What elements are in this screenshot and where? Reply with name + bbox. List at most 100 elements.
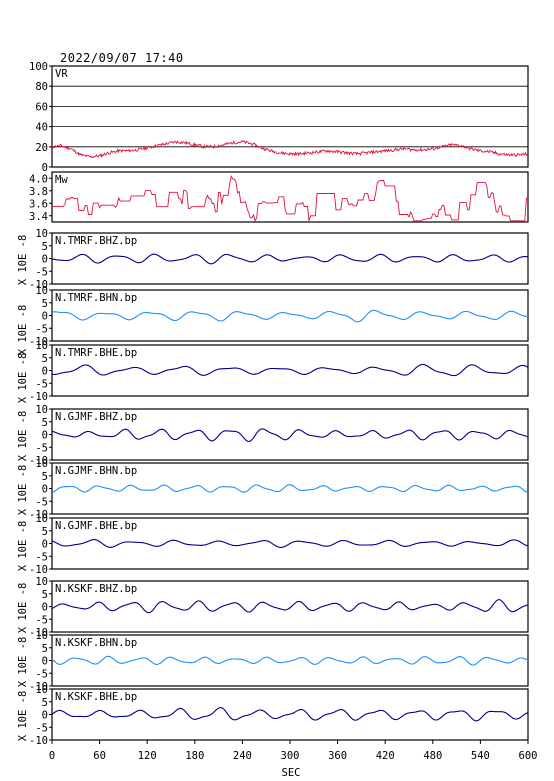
waveform-ytick-label: 5 xyxy=(42,471,48,483)
waveform-ytick-label: -10 xyxy=(29,455,48,467)
waveform-ytick-label: 10 xyxy=(35,285,48,297)
x-tick-label: 480 xyxy=(423,750,442,762)
waveform-ytick-label: 5 xyxy=(42,643,48,655)
waveform-ytick-label: -10 xyxy=(29,509,48,521)
x-tick-label: 540 xyxy=(471,750,490,762)
x-tick-label: 120 xyxy=(138,750,157,762)
waveform-ytick-label: -5 xyxy=(35,614,48,626)
waveform-ytick-label: 5 xyxy=(42,697,48,709)
station-label: N.TMRF.BHZ.bp xyxy=(55,235,137,247)
station-label: N.TMRF.BHE.bp xyxy=(55,347,137,359)
waveform-ytick-label: 10 xyxy=(35,228,48,240)
waveform-ytick-label: 0 xyxy=(42,366,48,378)
waveform-ytick-label: 10 xyxy=(35,576,48,588)
waveform-ytick-label: -5 xyxy=(35,442,48,454)
mw-ytick-label: 3.8 xyxy=(29,186,48,198)
vr-ytick-label: 20 xyxy=(35,142,48,154)
waveform-ytick-label: 0 xyxy=(42,430,48,442)
vr-frame xyxy=(51,65,529,168)
waveform-ytick-label: 5 xyxy=(42,298,48,310)
timestamp-label: 2022/09/07 17:40 xyxy=(60,51,184,65)
waveform-ytick-label: 5 xyxy=(42,241,48,253)
waveform-ytick-label: -10 xyxy=(29,735,48,747)
vr-ytick-label: 40 xyxy=(35,122,48,134)
waveform-ytick-label: 10 xyxy=(35,630,48,642)
vr-ytick-label: 100 xyxy=(29,61,48,73)
waveform-ytick-label: 0 xyxy=(42,311,48,323)
waveform-line xyxy=(51,428,529,443)
x-tick-label: 0 xyxy=(49,750,55,762)
x-tick-label: 600 xyxy=(519,750,538,762)
vr-title: VR xyxy=(55,68,68,80)
waveform-ytick-label: -5 xyxy=(35,668,48,680)
mw-ytick-label: 3.4 xyxy=(29,211,48,223)
waveform-ytick-label: -5 xyxy=(35,323,48,335)
station-label: N.TMRF.BHN.bp xyxy=(55,292,137,304)
waveform-line xyxy=(51,363,529,377)
x-tick-label: 420 xyxy=(376,750,395,762)
waveform-unit-label: X 10E -8 xyxy=(17,465,29,516)
waveform-ytick-label: 0 xyxy=(42,254,48,266)
vr-series-line xyxy=(51,139,529,159)
waveform-ytick-label: -10 xyxy=(29,681,48,693)
x-tick-label: 360 xyxy=(328,750,347,762)
mw-ytick-label: 3.6 xyxy=(29,198,48,210)
waveform-ytick-label: -10 xyxy=(29,336,48,348)
waveform-line xyxy=(51,539,529,548)
waveform-unit-label: X 10E -8 xyxy=(17,305,29,356)
waveform-line xyxy=(51,599,529,614)
waveform-unit-label: X 10E -8 xyxy=(17,235,29,286)
waveform-ytick-label: -5 xyxy=(35,722,48,734)
station-label: N.GJMF.BHN.bp xyxy=(55,465,137,477)
waveform-ytick-label: 5 xyxy=(42,526,48,538)
waveform-unit-label: X 10E -8 xyxy=(17,411,29,462)
waveform-ytick-label: -10 xyxy=(29,279,48,291)
waveform-ytick-label: -5 xyxy=(35,266,48,278)
waveform-line xyxy=(51,309,529,323)
x-axis: 0 60 120 180 240 300 360 420 480 540 600 xyxy=(49,740,538,762)
waveform-line xyxy=(51,707,529,722)
waveform-ytick-label: 10 xyxy=(35,684,48,696)
waveform-ytick-label: -10 xyxy=(29,627,48,639)
mw-frame xyxy=(51,171,529,223)
waveform-line xyxy=(51,253,529,265)
x-tick-label: 180 xyxy=(185,750,204,762)
waveform-unit-label: X 10E -8 xyxy=(17,583,29,634)
mw-series-line xyxy=(52,174,528,223)
station-label: N.KSKF.BHN.bp xyxy=(55,637,137,649)
waveform-ytick-label: -5 xyxy=(35,378,48,390)
vr-ytick-label: 60 xyxy=(35,101,48,113)
x-axis-label: SEC xyxy=(282,767,301,779)
vr-ytick-label: 0 xyxy=(42,162,48,174)
station-label: N.GJMF.BHE.bp xyxy=(55,520,137,532)
station-label: N.KSKF.BHZ.bp xyxy=(55,583,137,595)
waveform-ytick-label: -5 xyxy=(35,551,48,563)
waveform-ytick-label: 10 xyxy=(35,340,48,352)
x-tick-label: 300 xyxy=(281,750,300,762)
station-label: N.KSKF.BHE.bp xyxy=(55,691,137,703)
waveform-ytick-label: 5 xyxy=(42,589,48,601)
waveform-ytick-label: -5 xyxy=(35,496,48,508)
waveform-ytick-label: -10 xyxy=(29,391,48,403)
waveform-ytick-label: 0 xyxy=(42,710,48,722)
waveform-line xyxy=(51,655,529,666)
waveform-ytick-label: 0 xyxy=(42,602,48,614)
waveform-ytick-label: 10 xyxy=(35,404,48,416)
mw-ytick-label: 4.0 xyxy=(29,173,48,185)
waveform-line xyxy=(51,484,529,494)
x-tick-label: 240 xyxy=(233,750,252,762)
waveform-ytick-label: 0 xyxy=(42,656,48,668)
vr-ytick-label: 80 xyxy=(35,81,48,93)
waveform-ytick-label: 0 xyxy=(42,484,48,496)
waveform-ytick-label: 5 xyxy=(42,353,48,365)
panels-group: 100806040200VR4.03.83.63.4Mw1050-5-10N.T… xyxy=(17,61,529,747)
waveform-ytick-label: 5 xyxy=(42,417,48,429)
waveform-unit-label: X 10E -8 xyxy=(17,691,29,742)
waveform-unit-label: X 10E -8 xyxy=(17,521,29,572)
station-label: N.GJMF.BHZ.bp xyxy=(55,411,137,423)
waveform-unit-label: X 10E -8 xyxy=(17,637,29,688)
waveform-ytick-label: 10 xyxy=(35,513,48,525)
waveform-ytick-label: -10 xyxy=(29,564,48,576)
waveform-ytick-label: 0 xyxy=(42,539,48,551)
